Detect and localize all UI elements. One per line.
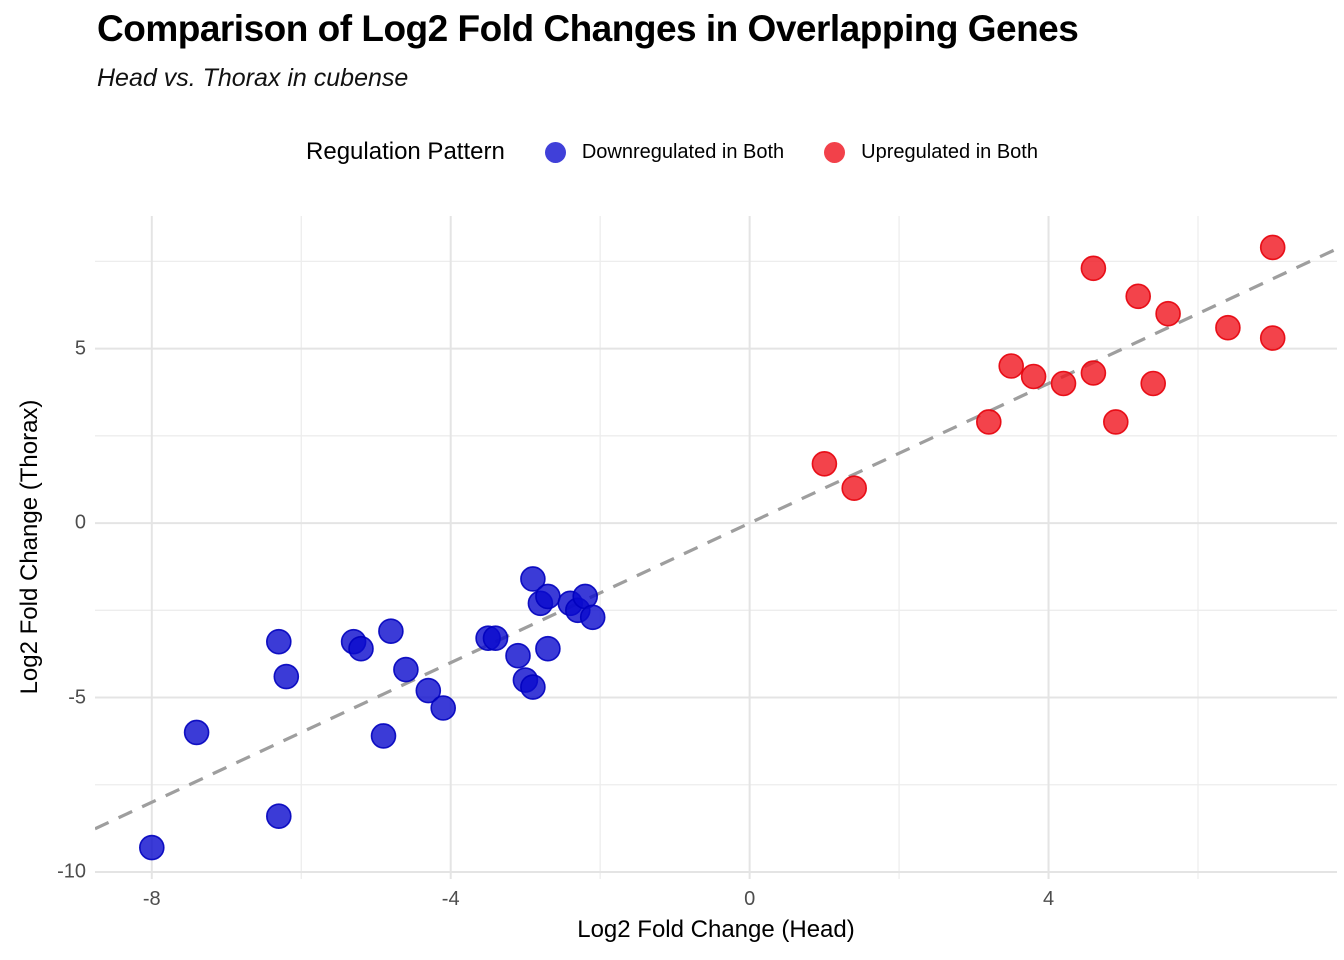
legend: Regulation Pattern Downregulated in Both… xyxy=(0,130,1344,174)
y-tick-label: -10 xyxy=(57,860,86,883)
legend-item-upregulated: Upregulated in Both xyxy=(824,141,1038,164)
data-point-upregulated xyxy=(1080,360,1107,386)
data-point-upregulated xyxy=(841,475,868,502)
identity-line xyxy=(95,247,1337,831)
legend-item-downregulated: Downregulated in Both xyxy=(544,140,785,164)
legend-marker-upregulated-icon xyxy=(824,141,846,163)
data-point-downregulated xyxy=(378,618,404,645)
data-point-downregulated xyxy=(370,723,397,749)
y-tick-label: -5 xyxy=(68,686,86,709)
chart-title: Comparison of Log2 Fold Changes in Overl… xyxy=(97,8,1079,49)
data-point-downregulated xyxy=(138,834,165,861)
data-point-downregulated xyxy=(535,635,561,662)
plot-panel xyxy=(95,216,1337,879)
x-axis-title: Log2 Fold Change (Head) xyxy=(577,916,855,943)
data-point-upregulated xyxy=(1215,314,1241,341)
legend-label-downregulated: Downregulated in Both xyxy=(581,140,785,163)
data-point-upregulated xyxy=(1050,370,1077,397)
data-point-downregulated xyxy=(266,628,292,655)
data-point-downregulated xyxy=(183,719,210,746)
data-point-upregulated xyxy=(1140,370,1166,397)
data-point-downregulated xyxy=(266,803,292,830)
data-point-downregulated xyxy=(430,695,457,721)
legend-label-upregulated: Upregulated in Both xyxy=(861,140,1038,163)
data-point-downregulated xyxy=(482,625,509,652)
x-tick-label: 0 xyxy=(744,888,756,910)
data-point-upregulated xyxy=(1155,300,1181,327)
x-tick-label: -4 xyxy=(441,888,460,910)
data-point-downregulated xyxy=(348,635,374,662)
chart-subtitle: Head vs. Thorax in cubense xyxy=(97,64,409,92)
data-point-upregulated xyxy=(811,451,838,477)
data-point-downregulated xyxy=(505,642,531,669)
plot-canvas xyxy=(95,216,1337,879)
data-point-downregulated xyxy=(415,677,442,704)
y-tick-label: 0 xyxy=(74,511,86,534)
data-point-upregulated xyxy=(1080,255,1107,282)
data-point-downregulated xyxy=(579,604,606,631)
data-point-upregulated xyxy=(1259,325,1286,351)
x-tick-label: -8 xyxy=(142,888,161,910)
data-point-upregulated xyxy=(975,409,1002,435)
x-tick-label: 4 xyxy=(1042,888,1055,910)
y-axis-title: Log2 Fold Change (Thorax) xyxy=(16,399,43,695)
y-tick-label: 5 xyxy=(74,337,86,360)
data-point-upregulated xyxy=(1125,283,1151,310)
data-point-downregulated xyxy=(520,566,546,592)
data-point-upregulated xyxy=(1259,234,1286,261)
data-point-upregulated xyxy=(998,353,1025,379)
legend-title: Regulation Pattern xyxy=(306,138,505,165)
data-point-downregulated xyxy=(273,663,300,690)
data-point-downregulated xyxy=(535,583,561,610)
legend-marker-downregulated-icon xyxy=(544,141,566,163)
data-point-downregulated xyxy=(520,674,546,700)
data-point-downregulated xyxy=(393,656,419,683)
data-point-upregulated xyxy=(1020,363,1047,390)
data-point-upregulated xyxy=(1102,409,1129,435)
